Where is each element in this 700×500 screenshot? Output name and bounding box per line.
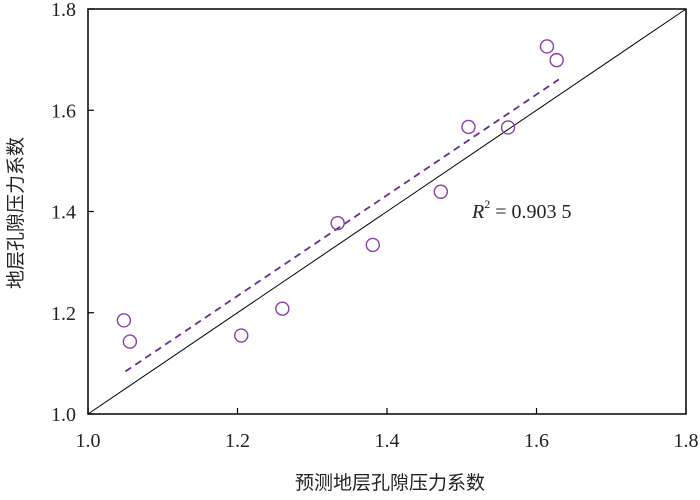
r-squared-value: = 0.903 5 xyxy=(490,201,571,223)
y-tick-label: 1.0 xyxy=(51,404,76,426)
r-squared-exponent: 2 xyxy=(484,197,490,211)
y-tick-label: 1.4 xyxy=(51,202,76,224)
x-tick-label: 1.2 xyxy=(225,430,250,452)
data-point xyxy=(433,184,449,199)
x-axis-title: 预测地层孔隙压力系数 xyxy=(295,472,485,494)
r-squared-symbol: R xyxy=(471,201,484,223)
x-tick-label: 1.0 xyxy=(76,430,101,452)
y-axis-ticks: 1.0 1.2 1.4 1.6 1.8 xyxy=(51,0,94,426)
y-tick-label: 1.8 xyxy=(51,0,76,21)
y-axis-title: 地层孔隙压力系数 xyxy=(5,137,27,289)
data-point xyxy=(539,39,555,54)
data-point xyxy=(122,334,138,349)
y-tick-label: 1.6 xyxy=(51,100,76,122)
data-point xyxy=(275,301,290,316)
y-tick-label: 1.2 xyxy=(51,303,76,325)
data-point xyxy=(500,120,516,135)
data-point xyxy=(365,237,380,253)
x-axis-ticks: 1.0 1.2 1.4 1.6 1.8 xyxy=(76,408,699,452)
r-squared-annotation: R2 = 0.903 5 xyxy=(471,197,572,223)
data-point xyxy=(330,215,345,231)
x-tick-label: 1.6 xyxy=(524,430,549,452)
data-point xyxy=(549,52,564,68)
plot-area xyxy=(87,8,687,415)
fit-line xyxy=(124,78,560,373)
reference-line xyxy=(87,8,687,415)
x-tick-label: 1.4 xyxy=(375,430,400,452)
x-tick-label: 1.8 xyxy=(674,430,699,452)
data-point xyxy=(116,313,132,328)
data-point xyxy=(234,328,249,343)
data-point xyxy=(461,119,476,135)
